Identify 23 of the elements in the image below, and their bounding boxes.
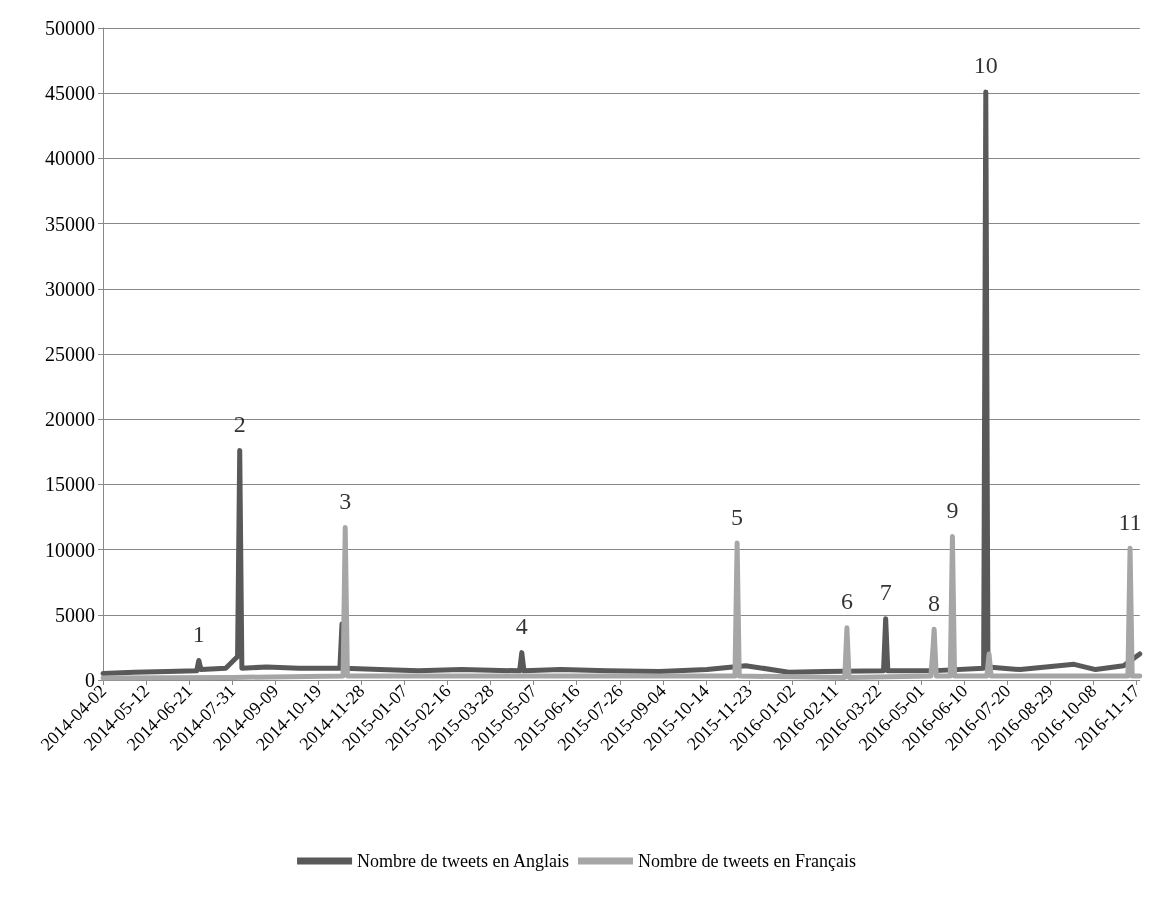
y-tick-label: 10000 [45, 538, 95, 561]
annotation: 1 [192, 620, 205, 647]
y-tick-label: 15000 [45, 473, 95, 496]
y-tick-label: 30000 [45, 277, 95, 300]
annotation: 7 [879, 579, 892, 606]
legend-label: Nombre de tweets en Anglais [357, 851, 570, 871]
y-tick-label: 35000 [45, 212, 95, 235]
annotation: 9 [946, 497, 959, 524]
annotation: 4 [515, 613, 528, 640]
annotation: 8 [928, 589, 941, 616]
annotation: 11 [1118, 508, 1142, 535]
annotation: 3 [339, 487, 352, 514]
y-tick-label: 25000 [45, 343, 95, 365]
annotation: 5 [731, 503, 744, 530]
annotation: 10 [973, 52, 998, 79]
y-tick-label: 20000 [45, 408, 95, 431]
y-tick-label: 50000 [45, 17, 95, 39]
y-tick-label: 40000 [45, 147, 95, 170]
y-tick-label: 0 [85, 669, 95, 691]
y-tick-label: 45000 [45, 82, 95, 105]
legend-label: Nombre de tweets en Français [638, 851, 856, 871]
y-tick-label: 5000 [55, 603, 95, 626]
annotation: 6 [840, 588, 853, 615]
